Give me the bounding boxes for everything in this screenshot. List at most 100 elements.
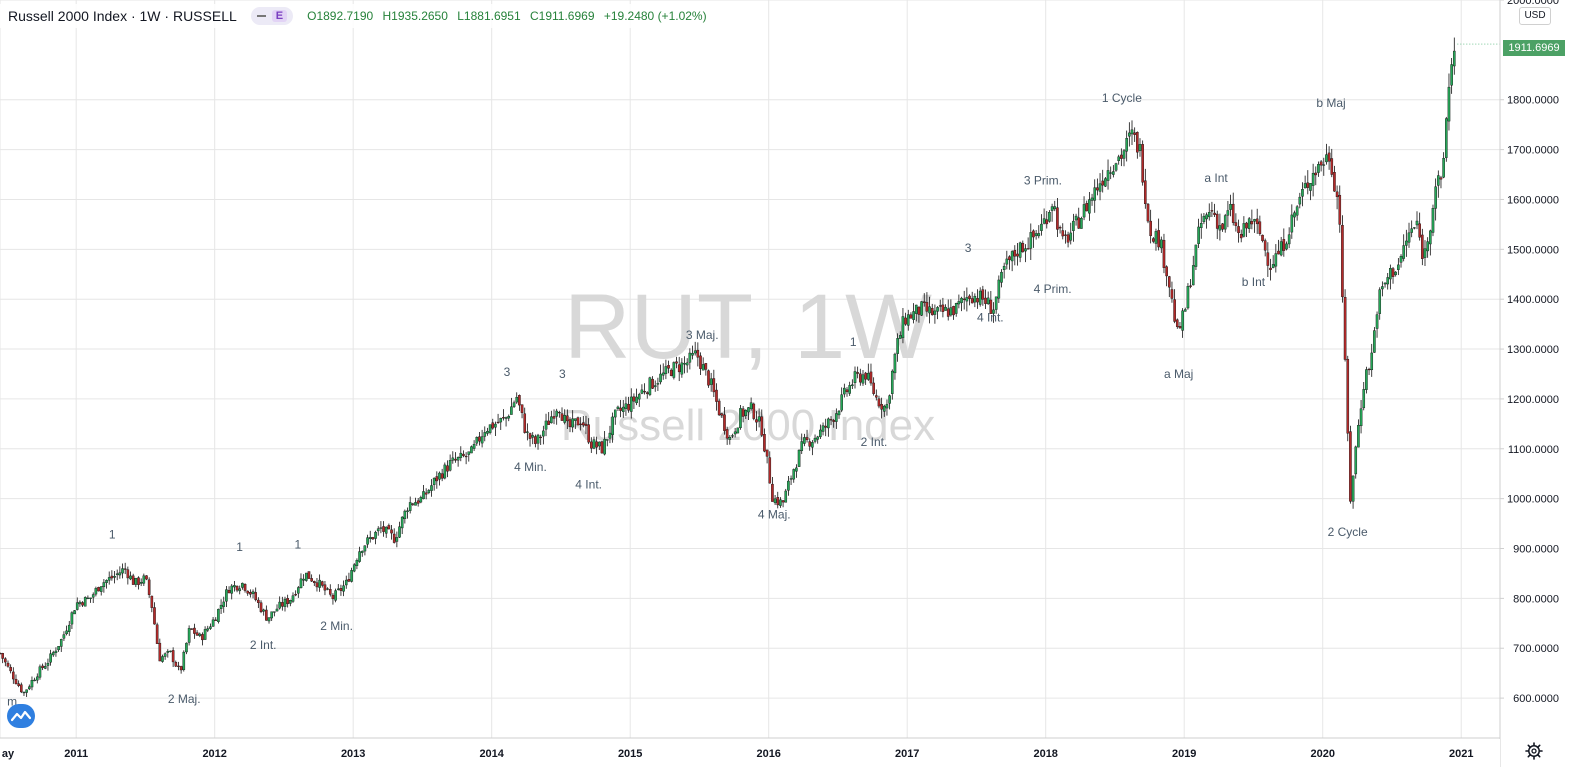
candle [1165,265,1168,287]
candle [1106,159,1110,190]
candle [920,301,923,317]
candle [811,440,814,456]
candle [1394,271,1397,277]
time-tick-label: 2014 [479,748,504,760]
candle-body-up [526,431,529,433]
candle [904,312,907,326]
candle [504,416,508,427]
candle-body-up [384,526,388,534]
candle [733,427,737,438]
candle [1125,130,1128,162]
candle [1381,281,1384,297]
currency-button[interactable]: USD [1519,7,1551,25]
candle-body-down [1391,268,1395,277]
candle-body-down [235,585,239,591]
candle-body-down [1058,226,1062,229]
candle [1229,194,1232,217]
candle-body-down [590,441,593,449]
candle-body-up [358,551,361,562]
candle [925,292,929,317]
candle-body-up [992,309,995,314]
candle-body-up [1389,268,1392,280]
candle-body-down [424,492,428,495]
candle [667,360,670,374]
price-axis[interactable]: 2000.0000 1800.0000 1700.0000 1600.0000 1500… [1500,0,1559,705]
candle [486,427,489,436]
candle [576,416,580,426]
candle-body-up [965,297,969,302]
candle-body-up [1247,218,1251,229]
candle [1162,233,1166,274]
candle [827,417,830,437]
candle [853,366,857,389]
candle-body-down [880,404,883,410]
candle [62,631,66,641]
candle [1122,148,1126,167]
candle-body-down [523,413,527,433]
candle-body-down [877,398,881,407]
candle-body-up [209,626,212,629]
candle [992,302,995,323]
candle-body-down [147,579,151,595]
candle [619,399,622,418]
candle [238,585,242,595]
candle [558,410,561,418]
candle-body-up [107,577,111,581]
visibility-pill[interactable]: E [250,7,294,25]
candle-body-up [936,307,939,312]
candle-body-up [182,651,186,670]
time-tick-label: 2011 [64,748,88,760]
candle-body-up [1375,314,1379,329]
candle-body-down [805,437,809,440]
candle [1407,222,1411,248]
candle [523,407,527,434]
candle [270,611,273,621]
candle [435,471,439,489]
candle [898,331,902,339]
candle [1285,241,1288,251]
candle-body-up [46,662,50,666]
time-axis[interactable]: ay 2011 2012 2013 2014 2015 2016 2017 2018 2019 20… [2,748,1474,760]
candle [1056,198,1059,238]
candle [584,415,588,435]
candle-body-down [579,423,582,425]
candle [1175,318,1179,329]
candle-body-up [1271,264,1275,268]
candle-body-up [344,579,348,586]
candle-body-up [1053,206,1057,210]
candle [1096,178,1099,196]
candle-body-up [629,396,633,412]
candle-body-up [1005,258,1009,265]
candle-body-up [470,446,473,454]
candle [1357,419,1360,448]
symbol-title[interactable]: Russell 2000 Index · 1W · RUSSELL [8,8,237,24]
tradingview-logo-icon[interactable] [7,704,35,728]
candle [645,391,649,399]
candle [893,352,897,380]
candle-body-down [922,301,926,303]
candle-body-down [677,364,681,373]
candle-body-down [669,369,673,376]
candle-body-up [379,527,383,529]
candle-body-up [142,575,146,584]
candle [1191,255,1195,286]
candle-body-down [491,422,495,429]
wave-label: a Maj [1164,367,1193,381]
candle [1181,308,1184,338]
candle [880,397,883,419]
candle-body-up [536,434,540,444]
candle [1130,120,1134,146]
candle [1218,213,1222,241]
gear-icon[interactable] [1525,742,1543,760]
candle [1021,240,1025,253]
candle-body-down [347,579,351,582]
candle [403,509,407,524]
candle [430,479,433,497]
candle-body-up [510,406,513,415]
candle-body-down [254,592,257,601]
candle-body-down [904,317,907,325]
candle [267,617,271,624]
candle [155,622,159,644]
candle-body-up [621,406,625,412]
